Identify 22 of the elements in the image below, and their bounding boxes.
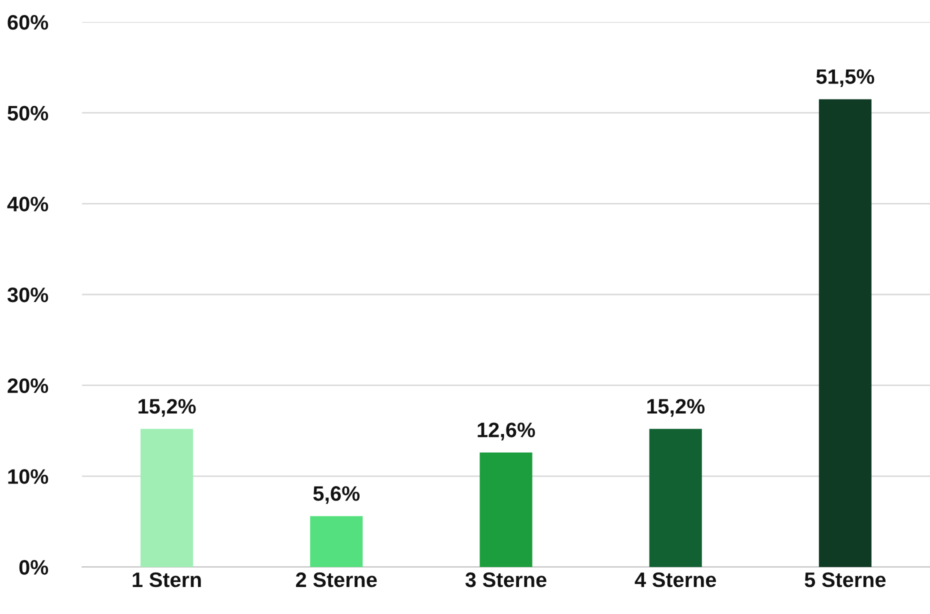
data-label: 15,2% (138, 398, 196, 417)
data-label: 12,6% (478, 422, 535, 440)
bar (310, 516, 363, 567)
y-tick-label: 40% (7, 196, 48, 212)
y-tick-label: 0% (19, 560, 48, 575)
y-tick-label: 60% (8, 15, 48, 30)
data-label: 51,5% (816, 69, 874, 87)
y-tick-label: 20% (8, 378, 48, 394)
x-tick-label: 1 Stern (132, 572, 201, 588)
data-label: 5,6% (313, 486, 360, 504)
y-tick-label: 10% (8, 469, 48, 484)
bar (818, 99, 872, 567)
y-tick-label: 50% (8, 106, 48, 121)
bar (140, 428, 194, 567)
x-tick-label: 2 Sterne (296, 572, 377, 588)
y-tick-label: 30% (7, 288, 48, 302)
bar (480, 452, 532, 567)
bar (649, 428, 702, 567)
x-tick-label: 5 Sterne (804, 572, 886, 588)
x-tick-label: 4 Sterne (634, 572, 716, 588)
data-label: 15,2% (647, 398, 705, 417)
x-tick-label: 3 Sterne (465, 572, 546, 588)
